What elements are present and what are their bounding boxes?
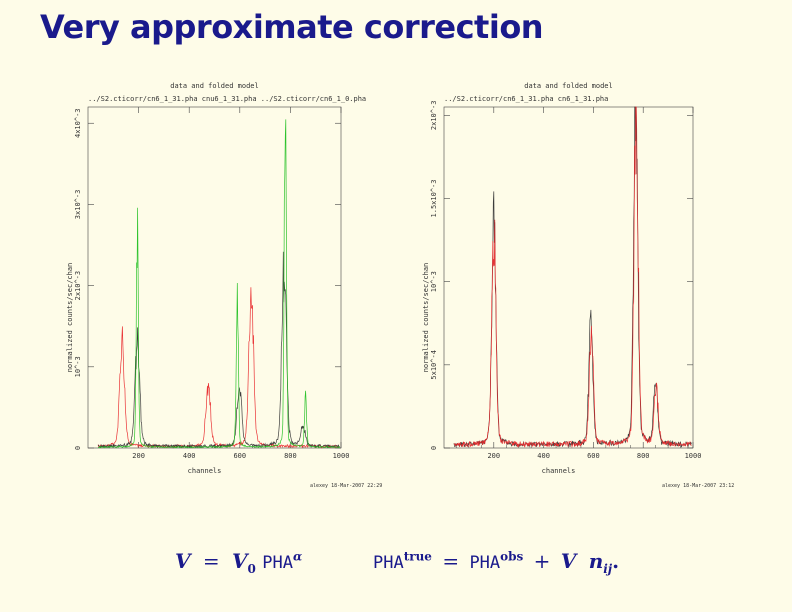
y-tick-label: 10^-3 (430, 271, 438, 292)
x-axis-label: channels (542, 467, 576, 475)
chart-2: data and folded model ../S2.cticorr/cn6_1… (422, 82, 734, 489)
y-tick-label: 2x10^-3 (74, 271, 82, 301)
series-black (97, 251, 340, 449)
formula-true-sup: true (403, 549, 432, 564)
series-red (97, 287, 340, 449)
formula-eq2: = (442, 549, 460, 573)
formula-pha: PHA (262, 553, 293, 573)
plot-frame (87, 106, 342, 449)
formula-v: V (175, 549, 191, 573)
x-tick-label: 400 (183, 452, 196, 460)
formula-dot: . (612, 549, 620, 573)
y-tick-label: 3x10^-3 (74, 190, 82, 220)
x-axis-label: channels (188, 467, 222, 475)
chart-title: data and folded model (524, 82, 613, 90)
series-red (453, 106, 692, 448)
formula-n: n (588, 549, 604, 573)
y-tick-label: 0 (74, 446, 82, 450)
chart-title: data and folded model (170, 82, 259, 90)
formula-pha-true: PHA (373, 553, 404, 573)
x-tick-label: 200 (487, 452, 500, 460)
y-axis-label: normalized counts/sec/chan (422, 263, 430, 373)
x-tick-label: 600 (587, 452, 600, 460)
chart-subtitle: ../S2.cticorr/cn6_1_31.pha cnu6_1_31.pha… (88, 95, 366, 103)
x-tick-label: 600 (233, 452, 246, 460)
chart-stamp: alexey 18-Mar-2007 22:29 (310, 483, 382, 489)
formula-ij: ij (603, 562, 613, 576)
x-tick-label: 1000 (333, 452, 350, 460)
x-tick-label: 200 (132, 452, 145, 460)
formula-left: V = V0 PHAα (175, 549, 302, 576)
formula-v0: V (232, 549, 248, 573)
formula-alpha: α (292, 549, 303, 564)
formula-obs-sup: obs (500, 549, 524, 564)
y-tick-label: 2x10^-3 (430, 101, 438, 131)
x-tick-label: 400 (537, 452, 550, 460)
formula-right: PHAtrue = PHAobs + V nij. (373, 549, 619, 576)
series-black (453, 106, 692, 449)
slide-title: Very approximate correction (40, 8, 544, 46)
formula-v2: V (560, 549, 577, 573)
y-tick-label: 0 (430, 446, 438, 450)
chart-1: data and folded model ../S2.cticorr/cn6_1… (66, 82, 382, 489)
formula-eq: = (202, 549, 220, 573)
y-tick-label: 4x10^-3 (74, 108, 82, 138)
chart-subtitle: ../S2.cticorr/cn6_1_31.pha cn6_1_31.pha (444, 95, 608, 103)
y-tick-label: 10^-3 (74, 356, 82, 377)
y-tick-label: 1.5x10^-3 (430, 180, 438, 218)
plot-frame (443, 106, 694, 449)
formula-pha-obs: PHA (469, 553, 501, 573)
y-tick-label: 5x10^-4 (430, 350, 438, 380)
x-tick-label: 800 (284, 452, 297, 460)
chart-stamp: alexey 18-Mar-2007 23:12 (662, 483, 734, 489)
y-axis-label: normalized counts/sec/chan (66, 263, 74, 373)
x-tick-label: 800 (637, 452, 650, 460)
formula-v0-sub: 0 (247, 562, 256, 576)
x-tick-label: 1000 (685, 452, 702, 460)
formula-plus: + (533, 549, 551, 573)
series-green (97, 119, 340, 449)
